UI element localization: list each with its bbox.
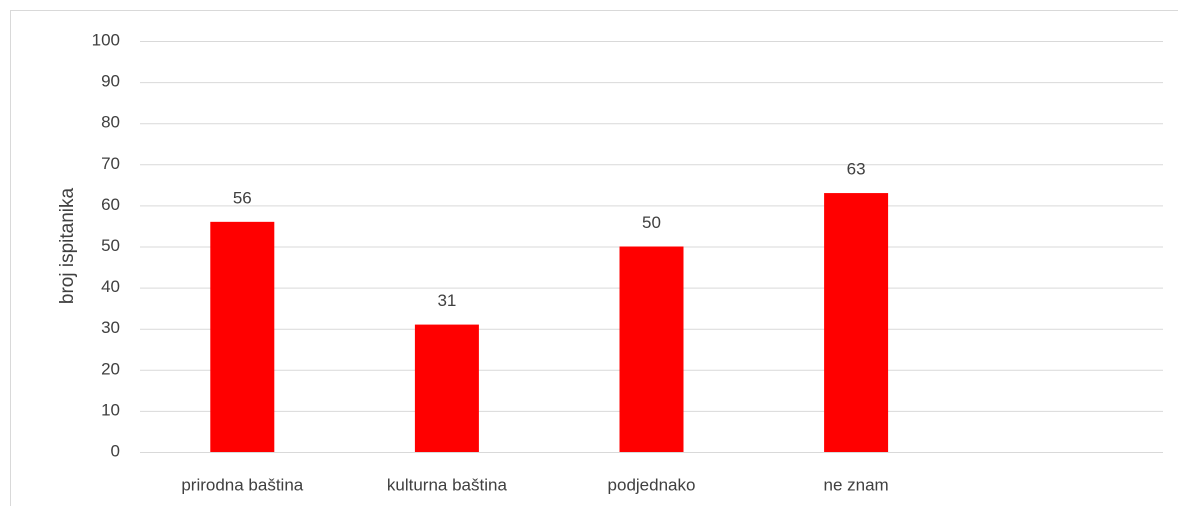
x-tick-label: kulturna baština bbox=[387, 475, 508, 494]
bar bbox=[824, 193, 889, 452]
data-label: 31 bbox=[437, 291, 456, 310]
x-tick-label: podjednako bbox=[608, 475, 696, 494]
y-tick-label: 10 bbox=[101, 400, 120, 419]
x-tick-label: prirodna baština bbox=[181, 475, 303, 494]
y-tick-label: 30 bbox=[101, 318, 120, 337]
y-tick-label: 80 bbox=[101, 113, 120, 132]
y-tick-label: 60 bbox=[101, 195, 120, 214]
y-tick-label: 70 bbox=[101, 154, 120, 173]
y-tick-label: 40 bbox=[101, 277, 120, 296]
data-label: 56 bbox=[233, 188, 252, 207]
data-label: 50 bbox=[642, 213, 661, 232]
chart-border bbox=[10, 10, 1178, 506]
bar bbox=[210, 221, 275, 452]
data-label: 63 bbox=[847, 160, 866, 179]
y-tick-label: 20 bbox=[101, 359, 120, 378]
bar bbox=[619, 246, 684, 452]
y-axis-label: broj ispitanika bbox=[57, 187, 78, 304]
bar bbox=[414, 324, 479, 452]
y-tick-label: 0 bbox=[111, 441, 120, 460]
y-tick-label: 100 bbox=[92, 30, 120, 49]
x-tick-label: ne znam bbox=[823, 475, 888, 494]
y-tick-label: 50 bbox=[101, 236, 120, 255]
y-tick-label: 90 bbox=[101, 72, 120, 91]
